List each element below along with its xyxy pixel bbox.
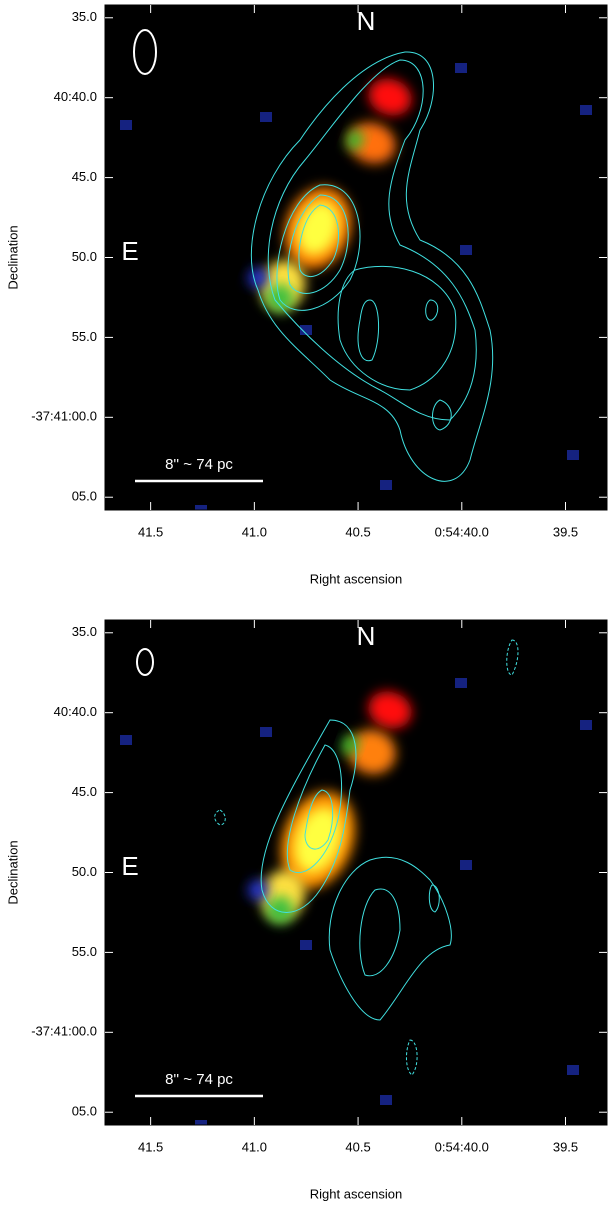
noise-pixel	[460, 245, 472, 255]
contour	[286, 744, 342, 873]
y-tick-label: -37:41:00.0	[31, 1024, 97, 1039]
emission	[348, 729, 396, 775]
contour	[428, 884, 440, 913]
emission	[346, 130, 364, 150]
noise-pixel	[260, 727, 272, 737]
emission	[296, 200, 340, 256]
x-tick-label: 0:54:40.0	[435, 524, 489, 539]
beam	[133, 29, 157, 75]
x-tick-label: 39.5	[553, 524, 578, 539]
contour	[287, 194, 349, 294]
y-tick-label: -37:41:00.0	[31, 409, 97, 424]
east-label: E	[121, 236, 138, 266]
noise-pixel	[580, 105, 592, 115]
noise-pixel	[567, 1065, 579, 1075]
x-axis-label: Right ascension	[310, 1186, 403, 1201]
noise-pixel	[300, 325, 312, 335]
emission	[368, 691, 412, 729]
negative-contour	[506, 639, 519, 676]
x-tick-label: 40.5	[345, 1139, 370, 1154]
y-tick-label: 55.0	[72, 944, 97, 959]
image-layer	[120, 639, 592, 1125]
x-axis-label: Right ascension	[310, 571, 403, 586]
x-tick-label: 39.5	[553, 1139, 578, 1154]
noise-pixel	[120, 735, 132, 745]
contour	[425, 299, 439, 321]
noise-pixel	[120, 120, 132, 130]
contour	[357, 299, 380, 362]
noise-pixel	[460, 860, 472, 870]
x-tick-label: 0:54:40.0	[435, 1139, 489, 1154]
noise-pixel	[260, 112, 272, 122]
x-tick-label: 41.5	[138, 524, 163, 539]
noise-pixel	[300, 940, 312, 950]
y-axis-label: Declination	[5, 225, 20, 289]
emission	[294, 807, 342, 873]
noise-pixel	[455, 63, 467, 73]
image-layer	[120, 51, 592, 510]
y-tick-label: 35.0	[72, 624, 97, 639]
x-tick-label: 41.5	[138, 1139, 163, 1154]
emission	[266, 284, 294, 312]
noise-pixel	[580, 720, 592, 730]
image-background	[105, 620, 607, 1125]
north-label: N	[357, 621, 376, 651]
y-tick-label: 35.0	[72, 9, 97, 24]
emission	[368, 78, 412, 116]
contour	[328, 856, 452, 1021]
contour	[432, 399, 452, 431]
x-tick-label: 41.0	[242, 1139, 267, 1154]
y-tick-label: 40:40.0	[54, 704, 97, 719]
contour	[276, 184, 361, 311]
contour	[298, 204, 340, 278]
y-tick-label: 50.0	[72, 864, 97, 879]
contour	[260, 719, 357, 913]
noise-pixel	[380, 480, 392, 490]
beam	[136, 648, 154, 676]
negative-contour	[214, 809, 226, 826]
y-axis-label: Declination	[5, 840, 20, 904]
noise-pixel	[380, 1095, 392, 1105]
noise-pixel	[567, 450, 579, 460]
y-tick-label: 40:40.0	[54, 89, 97, 104]
x-tick-label: 40.5	[345, 524, 370, 539]
north-label: N	[357, 6, 376, 36]
contour	[250, 51, 494, 482]
scale-label: 8'' ~ 74 pc	[165, 456, 233, 473]
contour	[337, 265, 457, 391]
panel: N E 8'' ~ 74 pc 35.0 40:40.0 45.0 50.0 55.0 -37:…	[5, 4, 608, 586]
noise-pixel	[195, 1120, 207, 1125]
y-tick-label: 05.0	[72, 1104, 97, 1119]
noise-pixel	[455, 678, 467, 688]
x-tick-label: 41.0	[242, 524, 267, 539]
scale-label: 8'' ~ 74 pc	[165, 1071, 233, 1088]
contour	[304, 789, 334, 850]
east-label: E	[121, 851, 138, 881]
panel: N E 8'' ~ 74 pc 35.0 40:40.0 45.0 50.0 55.0 -37:…	[5, 619, 608, 1201]
emission	[266, 896, 294, 924]
contour	[359, 888, 401, 977]
y-tick-label: 45.0	[72, 784, 97, 799]
noise-pixel	[195, 505, 207, 510]
image-background	[105, 5, 607, 510]
emission	[248, 880, 268, 900]
y-tick-label: 50.0	[72, 249, 97, 264]
y-tick-label: 45.0	[72, 169, 97, 184]
y-tick-label: 55.0	[72, 329, 97, 344]
y-tick-label: 05.0	[72, 489, 97, 504]
